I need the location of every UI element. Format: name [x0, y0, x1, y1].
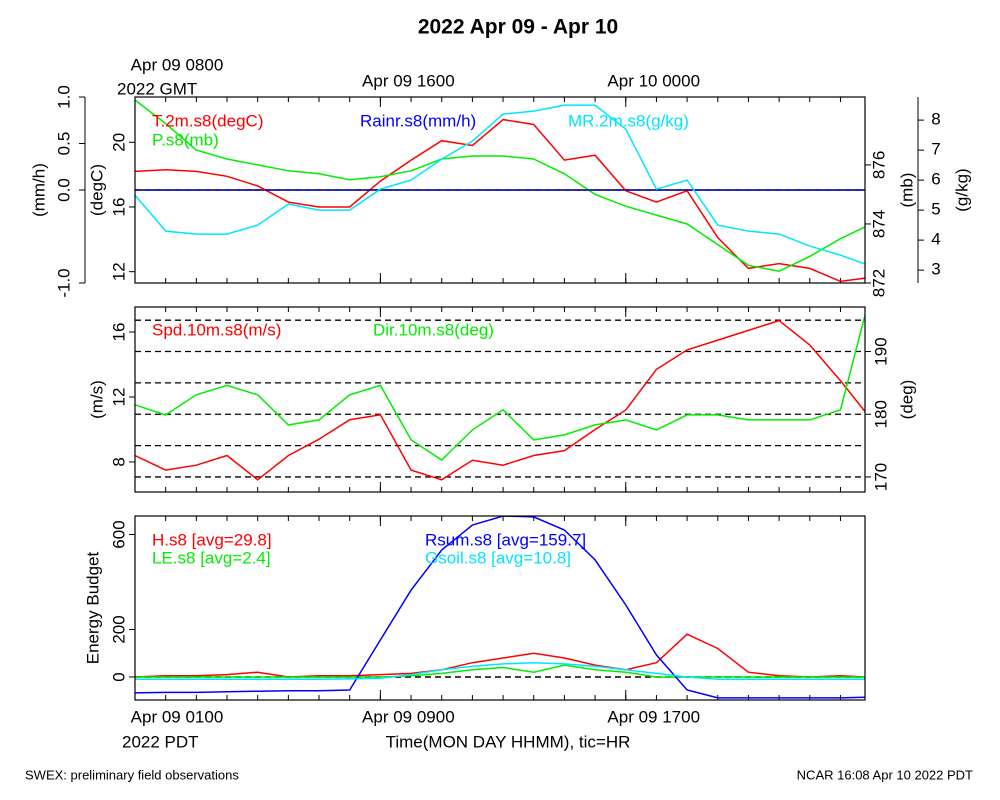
legend-label: Gsoil.s8 [avg=10.8]	[425, 548, 571, 567]
plot-frame	[134, 96, 866, 284]
y-tick-label: 0	[109, 672, 128, 681]
chart-title: 2022 Apr 09 - Apr 10	[418, 16, 618, 39]
x-tick-label: Apr 09 0100	[131, 707, 224, 726]
footer-left: SWEX: preliminary field observations	[25, 767, 239, 782]
footer-right: NCAR 16:08 Apr 10 2022 PDT	[797, 767, 973, 782]
series-line	[135, 104, 865, 265]
y-tick-label: 0.0	[54, 178, 73, 202]
legend-label: MR.2m.s8(g/kg)	[568, 111, 689, 130]
plot-frame	[134, 306, 866, 493]
bottom-zone-label: 2022 PDT	[122, 732, 199, 751]
x-axis-label: Time(MON DAY HHMM), tic=HR	[386, 732, 631, 751]
y-tick-label: 16	[109, 323, 128, 342]
x-tick-label: Apr 09 0900	[362, 707, 455, 726]
y-axis-label: (degC)	[87, 164, 106, 216]
y-tick-label: 200	[109, 615, 128, 643]
y-tick-label: 12	[109, 262, 128, 281]
y-tick-label: 0.5	[54, 132, 73, 156]
y-tick-label: 876	[869, 151, 888, 179]
legend-label: LE.s8 [avg=2.4]	[152, 548, 271, 567]
series-line	[135, 99, 865, 272]
legend-label: Rsum.s8 [avg=159.7]	[425, 530, 586, 549]
legend-label: Dir.10m.s8(deg)	[373, 320, 494, 339]
x-tick-label-top: Apr 09 1600	[362, 71, 455, 90]
y-tick-label: -1.0	[54, 268, 73, 297]
y-tick-label: 600	[109, 520, 128, 548]
y-tick-label: 7	[931, 140, 940, 159]
series-line	[135, 661, 865, 681]
y-tick-label: 4	[931, 230, 940, 249]
y-axis-label: (mm/h)	[29, 163, 48, 217]
y-tick-label: 3	[931, 260, 940, 279]
legend-label: P.s8(mb)	[152, 130, 219, 149]
y-axis-label: (deg)	[897, 380, 916, 420]
series-line	[135, 664, 865, 678]
plot-frame	[134, 515, 866, 701]
y-tick-label: 20	[109, 133, 128, 152]
series-line	[135, 319, 865, 481]
y-tick-label: 8	[931, 110, 940, 129]
legend-label: H.s8 [avg=29.8]	[152, 530, 272, 549]
legend-label: Rainr.s8(mm/h)	[360, 111, 476, 130]
y-tick-label: 12	[109, 388, 128, 407]
y-tick-label: 170	[871, 463, 890, 491]
series-line	[135, 516, 865, 699]
plot-lines	[135, 516, 865, 699]
series-line	[135, 118, 865, 283]
x-tick-label-top: Apr 09 0800	[131, 55, 224, 74]
y-tick-label: 874	[869, 210, 888, 238]
y-axis-label: (mb)	[897, 173, 916, 208]
x-tick-label-top: Apr 10 0000	[607, 71, 700, 90]
y-tick-label: 1.0	[54, 85, 73, 109]
y-tick-label: 872	[869, 269, 888, 297]
top-zone-label: 2022 GMT	[117, 79, 197, 98]
legend-label: Spd.10m.s8(m/s)	[152, 320, 281, 339]
plot-lines	[135, 99, 865, 283]
y-tick-label: 6	[931, 170, 940, 189]
y-tick-label: 5	[931, 200, 940, 219]
series-line	[135, 315, 865, 461]
y-tick-label: 190	[871, 337, 890, 365]
y-tick-label: 16	[109, 198, 128, 217]
y-axis-label: Energy Budget	[83, 551, 102, 664]
y-axis-label: (g/kg)	[952, 168, 971, 211]
series-line	[135, 633, 865, 678]
plot-lines	[135, 315, 865, 481]
y-tick-label: 8	[109, 457, 128, 466]
y-tick-label: 180	[871, 400, 890, 428]
legend-label: T.2m.s8(degC)	[152, 111, 263, 130]
y-axis-label: (m/s)	[87, 380, 106, 419]
x-tick-label: Apr 09 1700	[607, 707, 700, 726]
